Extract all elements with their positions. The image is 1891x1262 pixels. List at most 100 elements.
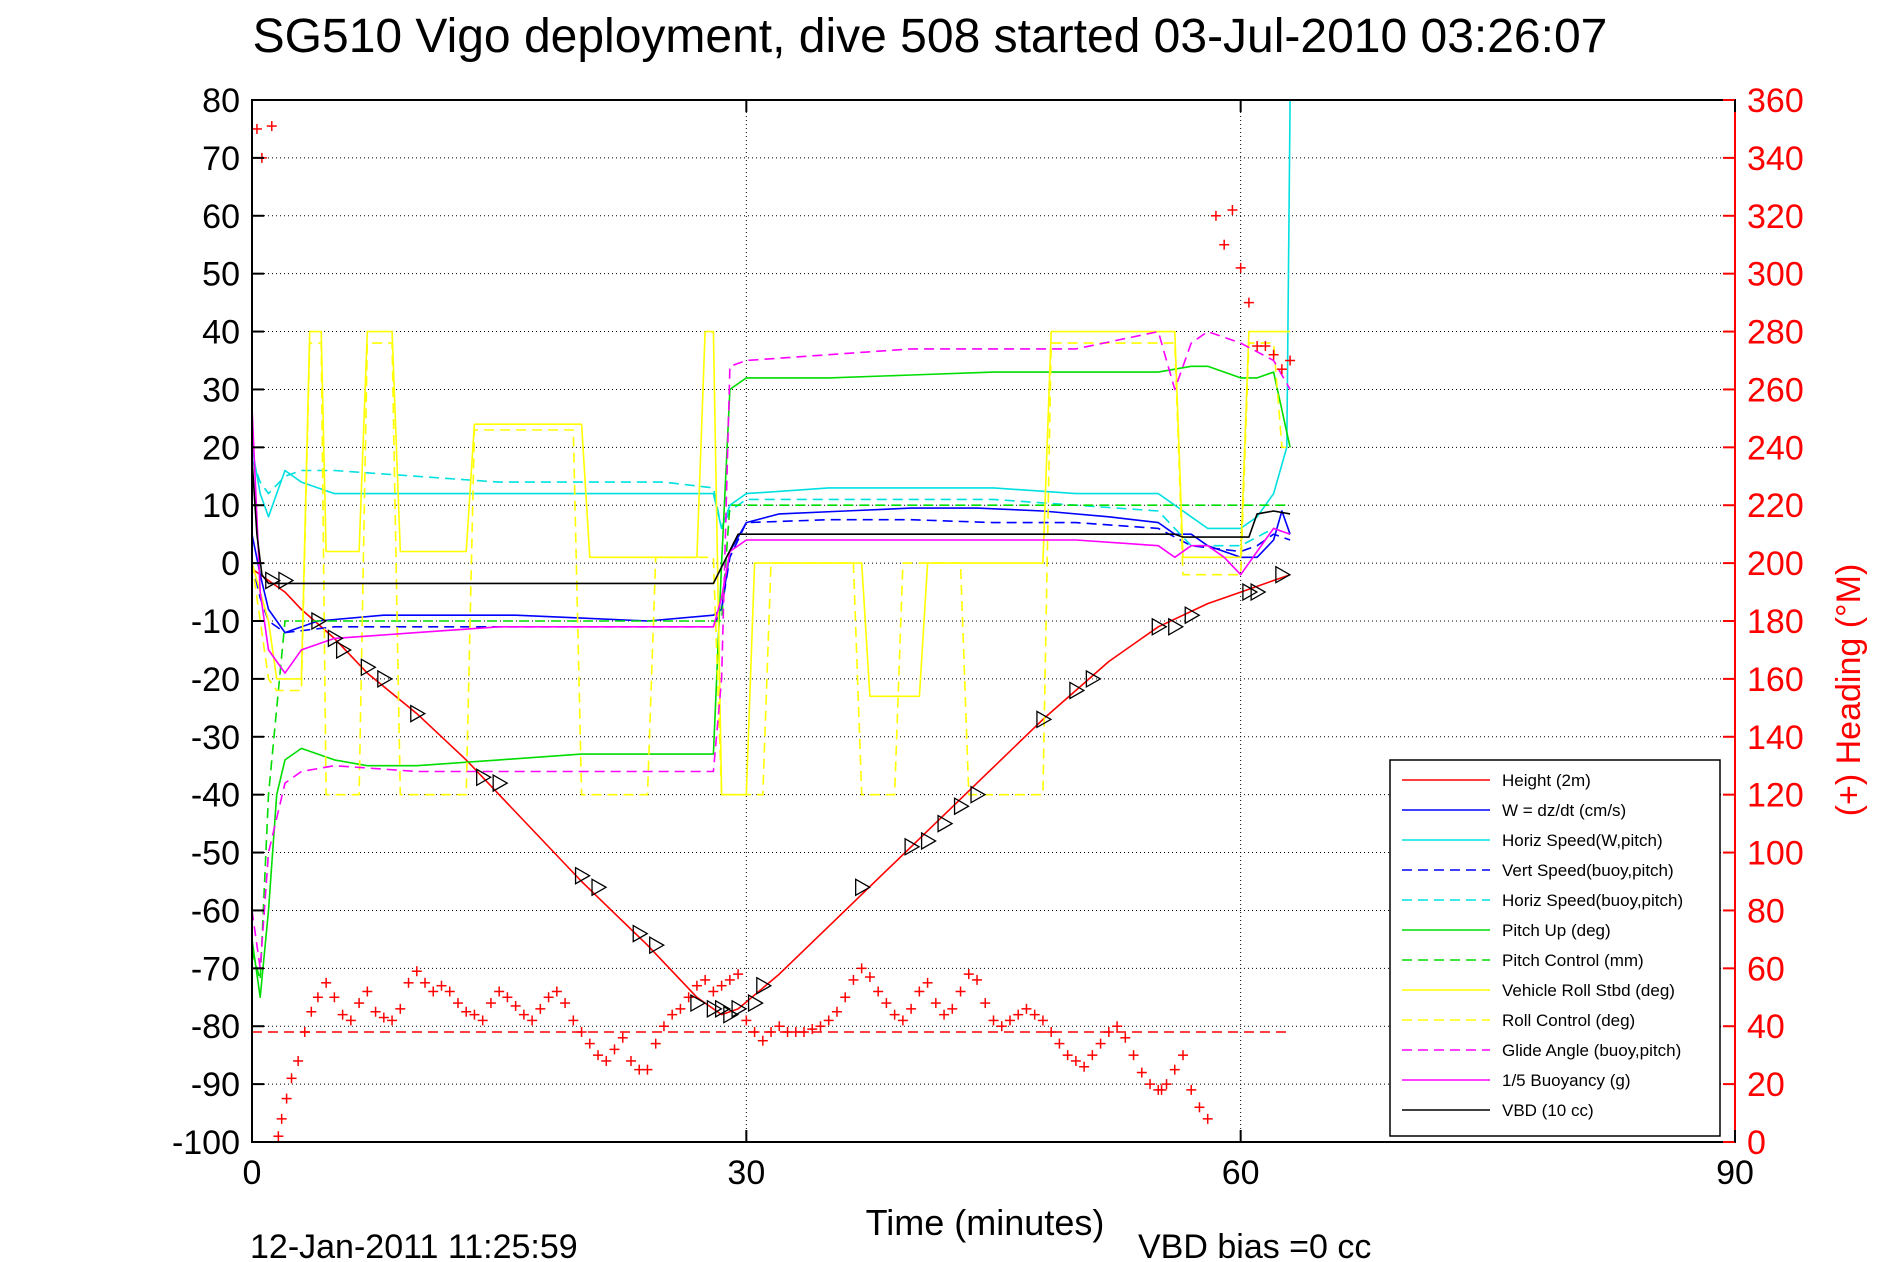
depth-marker bbox=[1036, 710, 1053, 729]
heading-point bbox=[1169, 1064, 1180, 1075]
depth-marker bbox=[1168, 617, 1185, 636]
heading-point bbox=[1037, 1015, 1048, 1026]
heading-point bbox=[1079, 1061, 1090, 1072]
heading-point bbox=[362, 986, 373, 997]
depth-marker bbox=[265, 571, 282, 590]
right-y-axis-label: (+) Heading (°M) bbox=[1830, 564, 1868, 817]
depth-marker bbox=[278, 571, 295, 590]
right-tick-label: 100 bbox=[1747, 835, 1804, 873]
legend-label: Vert Speed(buoy,pitch) bbox=[1502, 861, 1674, 880]
series-pitch-up-deg bbox=[251, 365, 1291, 999]
legend-label: Glide Angle (buoy,pitch) bbox=[1502, 1041, 1681, 1060]
legend-entry-horiz-speed-buoy-pitch: Horiz Speed(buoy,pitch) bbox=[1402, 891, 1683, 910]
heading-point bbox=[831, 1006, 842, 1017]
depth-marker bbox=[1069, 681, 1086, 700]
heading-point bbox=[477, 1015, 488, 1026]
heading-point bbox=[1285, 355, 1296, 366]
heading-point bbox=[1235, 262, 1246, 273]
heading-point bbox=[757, 1035, 768, 1046]
legend-label: Roll Control (deg) bbox=[1502, 1011, 1635, 1030]
left-tick-label: 0 bbox=[221, 545, 240, 583]
left-tick-label: 10 bbox=[202, 487, 240, 525]
heading-point bbox=[972, 974, 983, 985]
right-tick-label: 200 bbox=[1747, 545, 1804, 583]
heading-point bbox=[286, 1073, 297, 1084]
x-axis: 0 30 60 90 bbox=[243, 100, 1754, 1192]
footer-timestamp: 12-Jan-2011 11:25:59 bbox=[250, 1228, 578, 1262]
footer-vbd-bias: VBD bias =0 cc bbox=[1138, 1228, 1371, 1262]
series-vbd-10-cc bbox=[251, 458, 1291, 585]
left-tick-label: -60 bbox=[191, 892, 240, 930]
right-tick-label: 160 bbox=[1747, 661, 1804, 699]
series-glide-angle-buoy-pitch bbox=[251, 330, 1291, 970]
depth-marker bbox=[574, 866, 591, 885]
legend-entry-vehicle-roll-stbd-deg: Vehicle Roll Stbd (deg) bbox=[1402, 981, 1675, 1000]
left-tick-label: -50 bbox=[191, 835, 240, 873]
series-pitch-control-mm bbox=[251, 504, 1291, 981]
depth-marker bbox=[335, 640, 352, 660]
heading-point bbox=[889, 1009, 900, 1020]
right-y-axis: 3603403203002802602402202001801601401201… bbox=[1723, 82, 1804, 1162]
left-tick-label: 30 bbox=[202, 371, 240, 409]
right-tick-label: 300 bbox=[1747, 256, 1804, 294]
heading-point bbox=[1136, 1067, 1147, 1078]
heading-point bbox=[856, 963, 867, 974]
heading-point bbox=[947, 1003, 958, 1014]
legend-label: Pitch Control (mm) bbox=[1502, 951, 1644, 970]
right-tick-label: 0 bbox=[1747, 1124, 1766, 1162]
depth-marker bbox=[311, 611, 328, 631]
depth-marker bbox=[492, 773, 509, 793]
legend-entry-pitch-control-mm: Pitch Control (mm) bbox=[1402, 951, 1644, 970]
heading-point bbox=[1276, 364, 1287, 375]
heading-point bbox=[1013, 1009, 1024, 1020]
series-horiz-speed-w-pitch bbox=[251, 99, 1291, 530]
heading-point bbox=[251, 123, 262, 134]
legend-label: Height (2m) bbox=[1502, 771, 1591, 790]
legend-entry-vbd-10-cc: VBD (10 cc) bbox=[1402, 1101, 1594, 1120]
heading-point bbox=[741, 1015, 752, 1026]
heading-point bbox=[411, 966, 422, 977]
left-tick-label: 50 bbox=[202, 256, 240, 294]
legend-label: VBD (10 cc) bbox=[1502, 1101, 1594, 1120]
heading-point bbox=[1186, 1084, 1197, 1095]
depth-marker bbox=[327, 629, 344, 648]
heading-point bbox=[1210, 210, 1221, 221]
series-vert-speed-buoy-pitch bbox=[251, 518, 1291, 634]
depth-marker bbox=[649, 936, 666, 955]
heading-point bbox=[675, 1003, 686, 1014]
right-tick-label: 120 bbox=[1747, 777, 1804, 815]
right-tick-label: 240 bbox=[1747, 429, 1804, 467]
heading-point bbox=[551, 986, 562, 997]
heading-point bbox=[312, 992, 323, 1003]
depth-marker bbox=[377, 669, 394, 689]
right-tick-label: 80 bbox=[1747, 892, 1785, 930]
heading-point bbox=[1021, 1003, 1032, 1014]
heading-point bbox=[266, 121, 277, 132]
depth-marker bbox=[970, 785, 987, 804]
heading-point bbox=[996, 1021, 1007, 1032]
heading-point bbox=[576, 1027, 587, 1038]
heading-point bbox=[1219, 239, 1230, 250]
right-tick-label: 360 bbox=[1747, 82, 1804, 120]
right-tick-label: 280 bbox=[1747, 314, 1804, 352]
left-tick-label: -20 bbox=[191, 661, 240, 699]
legend-entry-pitch-up-deg: Pitch Up (deg) bbox=[1402, 921, 1611, 940]
heading-point bbox=[1062, 1050, 1073, 1061]
depth-marker bbox=[1151, 617, 1168, 636]
heading-point bbox=[281, 1093, 292, 1104]
depth-marker bbox=[1085, 669, 1102, 689]
depth-marker bbox=[855, 878, 871, 897]
left-tick-label: -100 bbox=[172, 1124, 240, 1162]
depth-marker bbox=[723, 1005, 740, 1024]
heading-point bbox=[1194, 1102, 1205, 1113]
legend-entry-horiz-speed-w-pitch: Horiz Speed(W,pitch) bbox=[1402, 831, 1663, 850]
heading-point bbox=[848, 974, 859, 985]
heading-point bbox=[650, 1038, 661, 1049]
right-tick-label: 40 bbox=[1747, 1008, 1785, 1046]
depth-marker bbox=[756, 976, 773, 995]
grid-lines bbox=[252, 100, 1735, 1142]
heading-point bbox=[1128, 1050, 1139, 1061]
legend-box bbox=[1389, 759, 1721, 1137]
depth-marker bbox=[410, 704, 427, 723]
right-tick-label: 340 bbox=[1747, 140, 1804, 178]
